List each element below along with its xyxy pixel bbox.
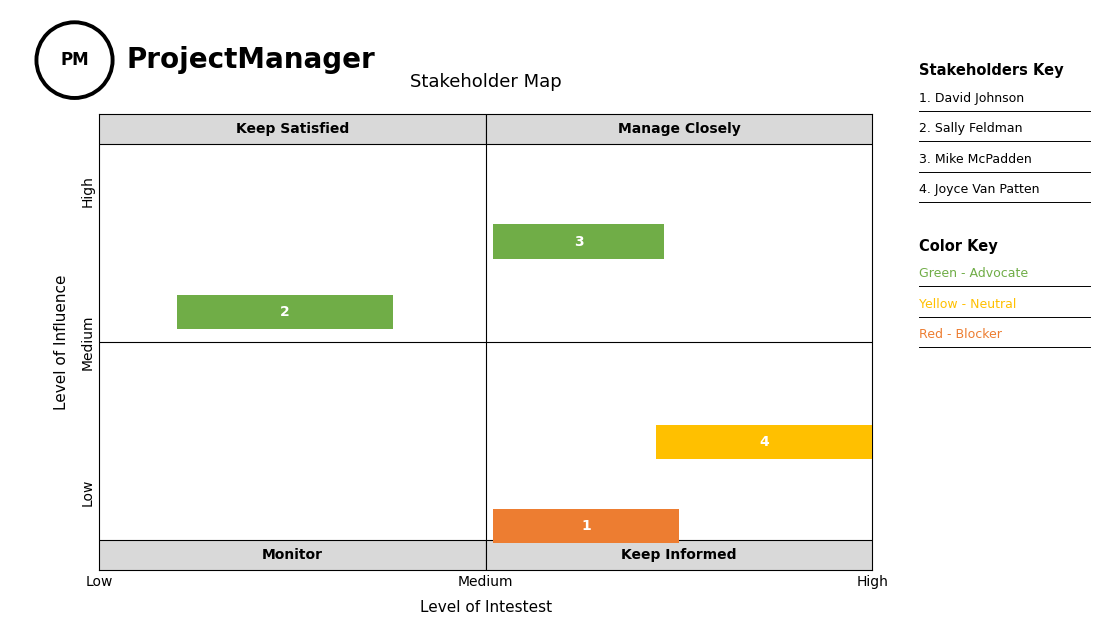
Bar: [656, 425, 872, 459]
Text: Color Key: Color Key: [919, 239, 997, 254]
Bar: [493, 510, 679, 544]
Bar: [486, 540, 872, 570]
Bar: [177, 295, 393, 329]
Text: PM: PM: [61, 51, 88, 69]
Bar: [486, 114, 872, 144]
Text: 1: 1: [582, 520, 591, 534]
Bar: [99, 540, 486, 570]
Y-axis label: Level of Influence: Level of Influence: [54, 274, 70, 410]
Text: Keep Informed: Keep Informed: [622, 548, 736, 562]
Text: Green - Advocate: Green - Advocate: [919, 267, 1028, 280]
Text: ProjectManager: ProjectManager: [127, 46, 375, 74]
Text: Keep Satisfied: Keep Satisfied: [236, 122, 349, 135]
Text: Manage Closely: Manage Closely: [617, 122, 741, 135]
Text: Red - Blocker: Red - Blocker: [919, 328, 1001, 341]
Text: 4. Joyce Van Patten: 4. Joyce Van Patten: [919, 183, 1039, 196]
Text: 4: 4: [760, 435, 768, 449]
Bar: [99, 114, 486, 144]
Text: Stakeholder Map: Stakeholder Map: [410, 73, 562, 91]
Text: Yellow - Neutral: Yellow - Neutral: [919, 298, 1016, 311]
Bar: [493, 225, 664, 259]
Text: Monitor: Monitor: [262, 548, 323, 562]
Text: 2. Sally Feldman: 2. Sally Feldman: [919, 122, 1022, 135]
Text: 2: 2: [280, 305, 289, 319]
Text: 1. David Johnson: 1. David Johnson: [919, 92, 1023, 105]
Text: Stakeholders Key: Stakeholders Key: [919, 63, 1063, 78]
Text: 3. Mike McPadden: 3. Mike McPadden: [919, 153, 1031, 166]
X-axis label: Level of Intestest: Level of Intestest: [420, 599, 552, 615]
Text: 3: 3: [574, 235, 583, 249]
